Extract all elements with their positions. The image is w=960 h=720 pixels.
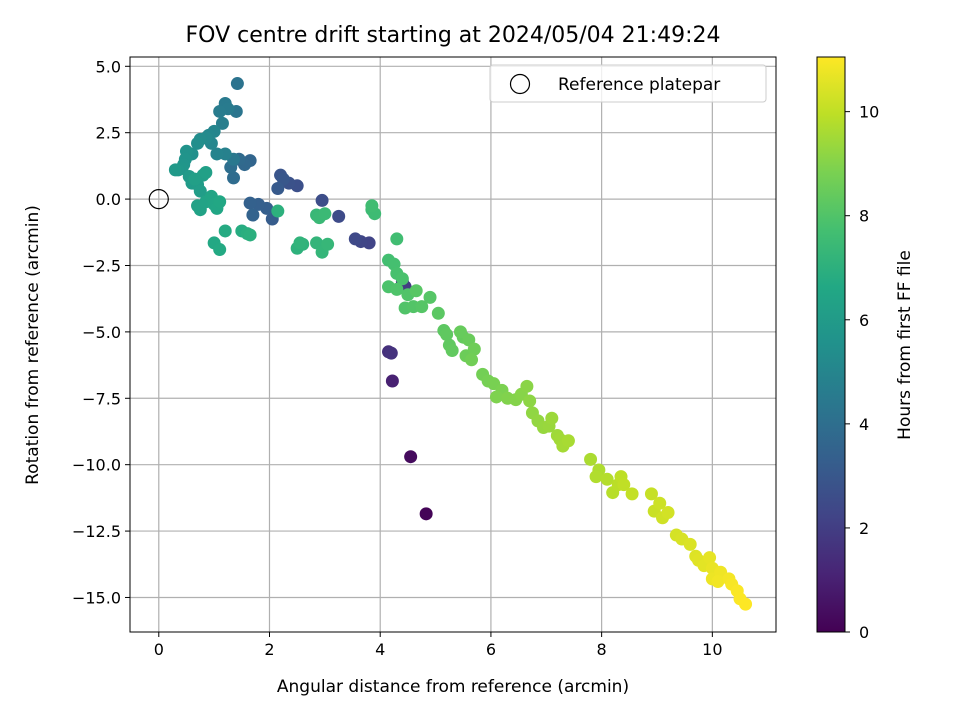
data-point bbox=[561, 434, 575, 448]
data-point bbox=[489, 390, 503, 404]
data-point bbox=[600, 472, 614, 486]
data-point bbox=[332, 209, 346, 223]
data-point bbox=[210, 147, 224, 161]
y-tick-label: −15.0 bbox=[72, 588, 121, 607]
legend-marker-circle bbox=[509, 73, 531, 95]
data-point bbox=[230, 77, 244, 91]
data-point bbox=[523, 394, 537, 408]
colorbar-gradient bbox=[816, 56, 846, 633]
data-point bbox=[365, 199, 379, 213]
data-point bbox=[348, 232, 362, 246]
x-tick-label: 4 bbox=[375, 640, 385, 659]
reference-platepar-marker bbox=[148, 188, 169, 210]
data-point bbox=[390, 282, 404, 296]
colorbar-tick-label: 6 bbox=[859, 311, 869, 330]
colorbar-tick-label: 8 bbox=[859, 207, 869, 226]
y-tick-label: −2.5 bbox=[82, 256, 121, 275]
colorbar-tick-label: 0 bbox=[859, 623, 869, 642]
colorbar-tick-label: 2 bbox=[859, 519, 869, 538]
colorbar: 0 2 4 6 8 10 Hours from first FF file bbox=[816, 56, 915, 642]
data-point bbox=[293, 236, 307, 250]
y-tick-label: −7.5 bbox=[82, 389, 121, 408]
data-point bbox=[243, 196, 257, 210]
x-tick-label: 10 bbox=[702, 640, 722, 659]
data-point bbox=[213, 243, 227, 257]
y-tick-label: −5.0 bbox=[82, 323, 121, 342]
data-point bbox=[215, 116, 229, 130]
data-point bbox=[653, 496, 667, 510]
data-point bbox=[246, 208, 260, 222]
y-axis-ticks: 5.0 2.5 0.0 −2.5 −5.0 −7.5 −10.0 −12.5 −15.0 bbox=[72, 57, 130, 607]
data-point bbox=[431, 306, 445, 320]
data-point bbox=[661, 505, 675, 519]
data-point bbox=[213, 195, 227, 209]
x-tick-label: 0 bbox=[154, 640, 164, 659]
data-point bbox=[419, 507, 433, 521]
x-axis-ticks: 0 2 4 6 8 10 bbox=[154, 632, 723, 659]
data-point bbox=[625, 487, 639, 501]
colorbar-tick-label: 4 bbox=[859, 415, 869, 434]
data-point bbox=[589, 470, 603, 484]
y-axis-label: Rotation from reference (arcmin) bbox=[23, 205, 43, 485]
data-point bbox=[213, 104, 227, 118]
data-point bbox=[227, 171, 241, 185]
colorbar-label: Hours from first FF file bbox=[895, 250, 915, 440]
grid bbox=[130, 57, 776, 632]
data-point bbox=[168, 163, 182, 177]
x-axis-label: Angular distance from reference (arcmin) bbox=[277, 677, 629, 697]
y-tick-label: 5.0 bbox=[96, 57, 121, 76]
data-point bbox=[467, 342, 481, 356]
data-point bbox=[445, 343, 459, 357]
data-point bbox=[617, 478, 631, 492]
data-point bbox=[218, 224, 232, 238]
scatter-points bbox=[148, 77, 753, 611]
x-tick-label: 6 bbox=[486, 640, 496, 659]
data-point bbox=[703, 551, 717, 565]
data-point bbox=[520, 379, 534, 393]
data-point bbox=[739, 597, 753, 611]
x-tick-label: 8 bbox=[597, 640, 607, 659]
y-tick-label: 0.0 bbox=[96, 190, 121, 209]
data-point bbox=[318, 207, 332, 221]
data-point bbox=[711, 575, 725, 589]
data-point bbox=[191, 136, 205, 150]
data-point bbox=[243, 228, 257, 242]
data-point bbox=[271, 181, 285, 195]
data-point bbox=[409, 284, 423, 298]
colorbar-ticks: 0 2 4 6 8 10 bbox=[845, 103, 879, 642]
data-point bbox=[395, 272, 409, 286]
data-point bbox=[193, 184, 207, 198]
legend-entry-reference-platepar: Reference platepar bbox=[558, 75, 720, 95]
legend-box bbox=[489, 64, 767, 103]
data-point bbox=[321, 237, 335, 251]
data-point bbox=[440, 328, 454, 342]
data-point bbox=[545, 411, 559, 425]
y-tick-label: −10.0 bbox=[72, 456, 121, 475]
data-point bbox=[188, 172, 202, 186]
data-point bbox=[423, 290, 437, 304]
data-point bbox=[199, 166, 213, 180]
data-point bbox=[384, 346, 398, 360]
data-point bbox=[415, 300, 429, 314]
legend: Reference platepar bbox=[489, 64, 767, 103]
chart-title: FOV centre drift starting at 2024/05/04 … bbox=[186, 23, 721, 48]
data-point bbox=[584, 452, 598, 466]
data-point bbox=[390, 232, 404, 246]
y-tick-label: 2.5 bbox=[96, 124, 121, 143]
x-tick-label: 2 bbox=[264, 640, 274, 659]
data-point bbox=[404, 450, 418, 464]
data-point bbox=[683, 537, 697, 551]
data-point bbox=[453, 325, 467, 339]
data-point bbox=[315, 193, 329, 207]
data-point bbox=[385, 374, 399, 388]
data-point bbox=[644, 487, 658, 501]
data-point bbox=[271, 204, 285, 218]
y-tick-label: −12.5 bbox=[72, 522, 121, 541]
plot-frame bbox=[129, 56, 777, 633]
data-point bbox=[465, 353, 479, 367]
colorbar-tick-label: 10 bbox=[859, 103, 879, 122]
